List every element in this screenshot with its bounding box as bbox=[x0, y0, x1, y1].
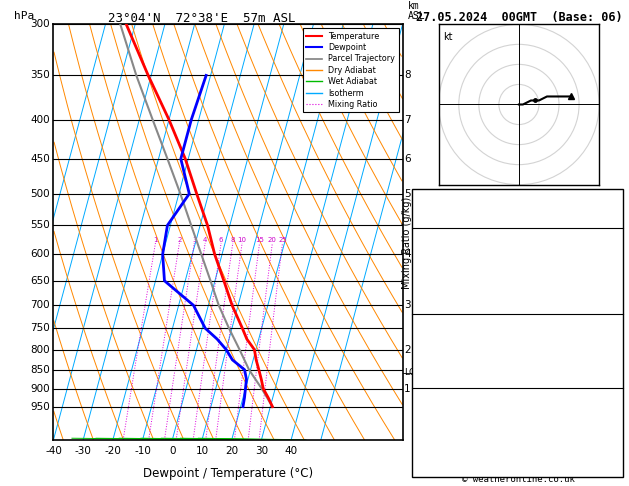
Text: 30: 30 bbox=[255, 446, 268, 456]
Text: 950: 950 bbox=[30, 401, 50, 412]
Text: 6: 6 bbox=[611, 438, 618, 448]
Text: 220: 220 bbox=[599, 364, 618, 374]
Text: Most Unstable: Most Unstable bbox=[478, 315, 557, 325]
Text: 351: 351 bbox=[599, 340, 618, 349]
Text: 8: 8 bbox=[231, 237, 235, 243]
Text: 544: 544 bbox=[599, 377, 618, 386]
Text: 3.12: 3.12 bbox=[594, 217, 618, 227]
Text: -30: -30 bbox=[75, 446, 92, 456]
Text: 43: 43 bbox=[606, 205, 618, 214]
Text: 500: 500 bbox=[30, 189, 50, 199]
Text: 10: 10 bbox=[196, 446, 209, 456]
Text: 400: 400 bbox=[30, 115, 50, 125]
Text: 5: 5 bbox=[404, 189, 411, 199]
Text: Totals Totals: Totals Totals bbox=[418, 205, 496, 214]
Text: 18°: 18° bbox=[599, 426, 618, 435]
Text: © weatheronline.co.uk: © weatheronline.co.uk bbox=[462, 474, 576, 484]
Text: 550: 550 bbox=[30, 220, 50, 230]
Text: 3: 3 bbox=[404, 300, 411, 311]
Text: 800: 800 bbox=[30, 345, 50, 355]
Text: Lifted Index: Lifted Index bbox=[418, 352, 490, 362]
Text: 2: 2 bbox=[177, 237, 182, 243]
Text: 20: 20 bbox=[225, 446, 238, 456]
Text: 3: 3 bbox=[192, 237, 196, 243]
Text: 1: 1 bbox=[404, 384, 411, 394]
Text: 850: 850 bbox=[30, 364, 50, 375]
Text: 7: 7 bbox=[404, 115, 411, 125]
Text: km
ASL: km ASL bbox=[408, 1, 425, 21]
Text: -40: -40 bbox=[45, 446, 62, 456]
Text: 650: 650 bbox=[30, 276, 50, 286]
Text: Surface: Surface bbox=[496, 229, 538, 239]
Text: Dewp (°C): Dewp (°C) bbox=[418, 254, 472, 263]
Text: 220: 220 bbox=[599, 291, 618, 300]
Text: 20: 20 bbox=[606, 192, 618, 202]
Text: 450: 450 bbox=[30, 154, 50, 164]
Text: 300: 300 bbox=[30, 19, 50, 29]
Text: Temp (°C): Temp (°C) bbox=[418, 242, 472, 251]
Text: 20: 20 bbox=[268, 237, 277, 243]
Text: 700: 700 bbox=[30, 300, 50, 311]
Text: Pressure (mb): Pressure (mb) bbox=[418, 327, 496, 337]
Text: 2: 2 bbox=[404, 345, 411, 355]
Text: 544: 544 bbox=[599, 303, 618, 312]
Text: 30.7: 30.7 bbox=[594, 242, 618, 251]
Text: θₑ (K): θₑ (K) bbox=[418, 340, 454, 349]
Text: 900: 900 bbox=[30, 384, 50, 394]
Text: 351: 351 bbox=[599, 266, 618, 276]
Text: -10: -10 bbox=[134, 446, 151, 456]
Text: LCL: LCL bbox=[404, 368, 421, 377]
Text: CIN (J): CIN (J) bbox=[418, 377, 460, 386]
Text: -3: -3 bbox=[606, 278, 618, 288]
Text: 10: 10 bbox=[238, 237, 247, 243]
Text: -20: -20 bbox=[104, 446, 121, 456]
Text: 994: 994 bbox=[599, 327, 618, 337]
Text: 6: 6 bbox=[219, 237, 223, 243]
Text: Lifted Index: Lifted Index bbox=[418, 278, 490, 288]
Text: 750: 750 bbox=[30, 323, 50, 333]
Text: 48: 48 bbox=[606, 401, 618, 411]
Text: SREH: SREH bbox=[418, 413, 442, 423]
Text: EH: EH bbox=[418, 401, 430, 411]
Text: Mixing Ratio (g/kg): Mixing Ratio (g/kg) bbox=[402, 197, 412, 289]
Text: K: K bbox=[418, 192, 425, 202]
Text: 6: 6 bbox=[404, 154, 411, 164]
Text: 15: 15 bbox=[255, 237, 264, 243]
Text: 0: 0 bbox=[169, 446, 175, 456]
Text: 4: 4 bbox=[203, 237, 208, 243]
Legend: Temperature, Dewpoint, Parcel Trajectory, Dry Adiabat, Wet Adiabat, Isotherm, Mi: Temperature, Dewpoint, Parcel Trajectory… bbox=[303, 28, 399, 112]
Text: CIN (J): CIN (J) bbox=[418, 303, 460, 312]
Text: 20.8: 20.8 bbox=[594, 254, 618, 263]
Text: CAPE (J): CAPE (J) bbox=[418, 291, 466, 300]
Text: 600: 600 bbox=[30, 249, 50, 259]
Text: Dewpoint / Temperature (°C): Dewpoint / Temperature (°C) bbox=[143, 467, 313, 480]
Text: θₑ(K): θₑ(K) bbox=[418, 266, 448, 276]
Text: Hodograph: Hodograph bbox=[491, 389, 544, 399]
Text: 350: 350 bbox=[30, 70, 50, 80]
Text: -3: -3 bbox=[606, 352, 618, 362]
Text: CAPE (J): CAPE (J) bbox=[418, 364, 466, 374]
Text: 40: 40 bbox=[284, 446, 298, 456]
Text: 1: 1 bbox=[153, 237, 158, 243]
Text: StmDir: StmDir bbox=[418, 426, 454, 435]
Text: 8: 8 bbox=[404, 70, 411, 80]
Text: StmSpd (kt): StmSpd (kt) bbox=[418, 438, 484, 448]
Text: kt: kt bbox=[443, 32, 453, 42]
Text: PW (cm): PW (cm) bbox=[418, 217, 460, 227]
Text: hPa: hPa bbox=[14, 11, 34, 21]
Text: 27.05.2024  00GMT  (Base: 06): 27.05.2024 00GMT (Base: 06) bbox=[416, 11, 622, 24]
Text: 25: 25 bbox=[278, 237, 287, 243]
Text: 29: 29 bbox=[606, 413, 618, 423]
Text: 4: 4 bbox=[404, 249, 411, 259]
Text: 23°04'N  72°38'E  57m ASL: 23°04'N 72°38'E 57m ASL bbox=[108, 12, 295, 25]
